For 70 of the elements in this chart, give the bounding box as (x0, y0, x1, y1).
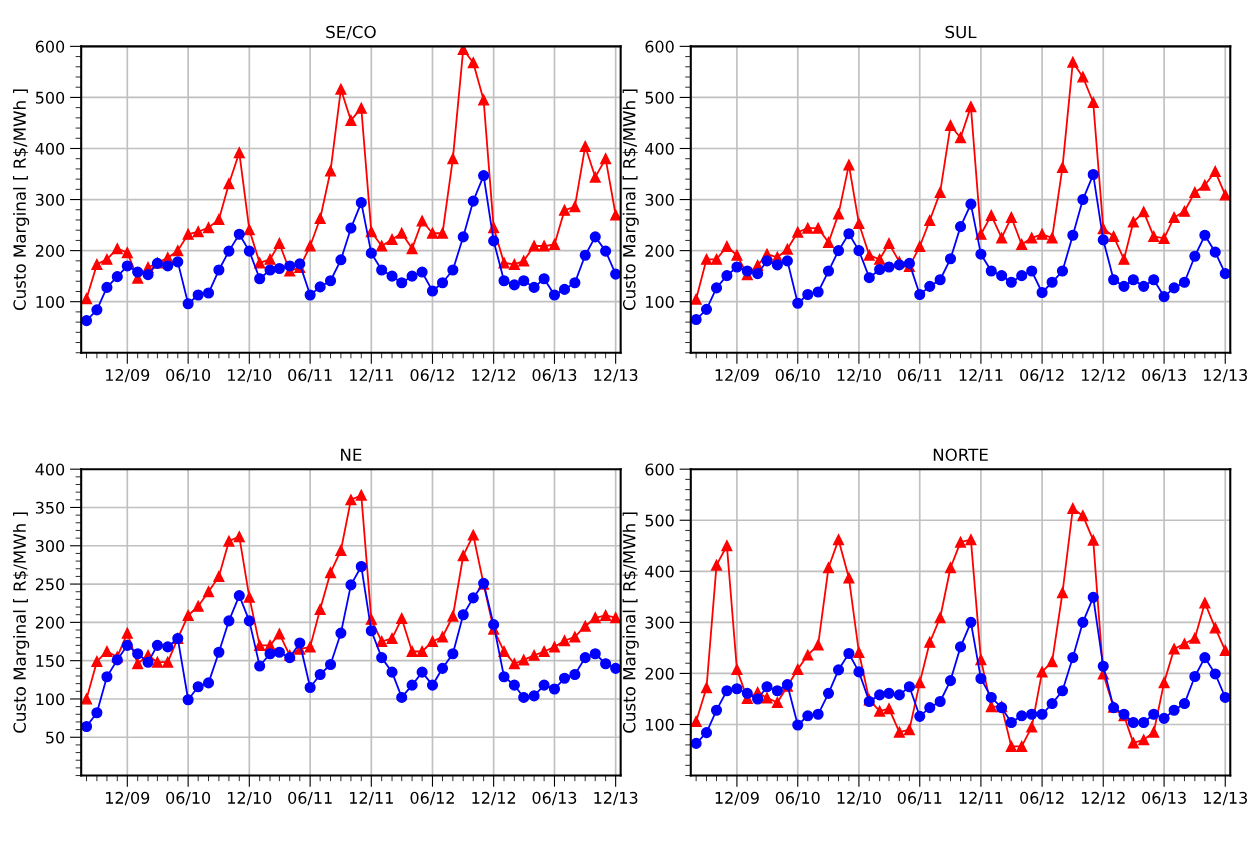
x-tick-label: 12/12 (1081, 369, 1125, 383)
x-tick-label: 06/12 (410, 791, 454, 806)
chart-title: NE (341, 448, 362, 461)
x-tick-label: 06/10 (775, 791, 820, 806)
x-tick-label: 12/10 (228, 369, 272, 383)
y-tick-label: 200 (35, 244, 65, 257)
y-axis-title: Custo Marginal [ R$/MWh ] (622, 512, 639, 733)
y-tick-label: 600 (645, 40, 674, 53)
y-tick-label: 500 (645, 91, 674, 104)
y-axis-title: Custo Marginal [ R$/MWh ] (13, 512, 30, 733)
x-tick-label: 06/11 (288, 369, 332, 383)
x-tick-label: 06/11 (897, 369, 942, 383)
x-tick-label: 06/13 (532, 369, 577, 383)
y-tick-label: 400 (35, 142, 65, 155)
y-tick-label: 350 (35, 501, 65, 514)
x-tick-label: 12/11 (350, 791, 393, 806)
x-tick-label: 12/13 (594, 791, 638, 806)
x-tick-label: 06/11 (897, 791, 942, 806)
x-tick-label: 12/12 (472, 369, 516, 383)
y-tick-label: 600 (35, 40, 65, 53)
x-tick-label: 06/13 (1142, 791, 1186, 806)
x-tick-label: 06/12 (410, 369, 454, 383)
y-tick-label: 300 (35, 539, 65, 553)
y-tick-label: 200 (645, 244, 674, 257)
y-tick-label: 600 (645, 463, 674, 476)
y-tick-label: 500 (645, 514, 674, 527)
x-tick-label: 06/13 (532, 791, 577, 806)
y-tick-label: 100 (36, 295, 65, 308)
y-tick-label: 400 (645, 142, 674, 155)
y-tick-label: 50 (46, 731, 65, 744)
x-tick-label: 06/12 (1020, 791, 1064, 806)
chart-title: NORTE (933, 448, 988, 462)
x-tick-label: 12/13 (594, 369, 638, 383)
x-tick-label: 12/13 (1203, 369, 1247, 383)
chart-title: SUL (945, 25, 977, 39)
y-tick-label: 300 (35, 193, 65, 206)
x-tick-label: 12/10 (837, 369, 881, 383)
x-tick-label: 06/10 (166, 369, 211, 383)
x-tick-label: 12/09 (715, 369, 759, 383)
y-axis-title: Custo Marginal [ R$/MWh ] (13, 89, 30, 311)
y-tick-label: 300 (645, 193, 674, 206)
y-tick-label: 200 (35, 616, 65, 629)
x-tick-label: 12/11 (350, 369, 393, 383)
y-tick-label: 250 (35, 578, 65, 591)
x-tick-label: 12/12 (1081, 791, 1125, 806)
y-axis-title: Custo Marginal [ R$/MWh ] (622, 89, 639, 311)
chart-title: SE/CO (326, 25, 376, 40)
y-tick-label: 100 (36, 693, 65, 706)
y-tick-label: 100 (646, 718, 674, 731)
y-tick-label: 200 (645, 667, 674, 680)
x-tick-label: 12/13 (1203, 791, 1247, 806)
y-tick-label: 300 (645, 616, 674, 629)
x-tick-label: 12/09 (106, 369, 150, 383)
x-tick-label: 06/12 (1020, 369, 1064, 383)
x-tick-label: 12/11 (959, 791, 1003, 806)
y-tick-label: 500 (35, 91, 65, 104)
x-tick-label: 12/10 (228, 791, 272, 806)
x-tick-label: 06/13 (1142, 369, 1186, 383)
x-tick-label: 12/10 (837, 791, 881, 806)
x-tick-label: 06/11 (288, 791, 332, 806)
x-tick-label: 12/11 (959, 369, 1003, 383)
x-tick-label: 06/10 (166, 791, 211, 806)
y-tick-label: 400 (35, 463, 65, 476)
y-tick-label: 150 (36, 654, 65, 667)
x-tick-label: 12/09 (715, 791, 759, 806)
x-tick-label: 06/10 (775, 369, 820, 383)
x-tick-label: 12/12 (472, 791, 516, 806)
y-tick-label: 400 (645, 565, 674, 578)
x-tick-label: 12/09 (106, 791, 150, 806)
y-tick-label: 100 (646, 295, 674, 308)
